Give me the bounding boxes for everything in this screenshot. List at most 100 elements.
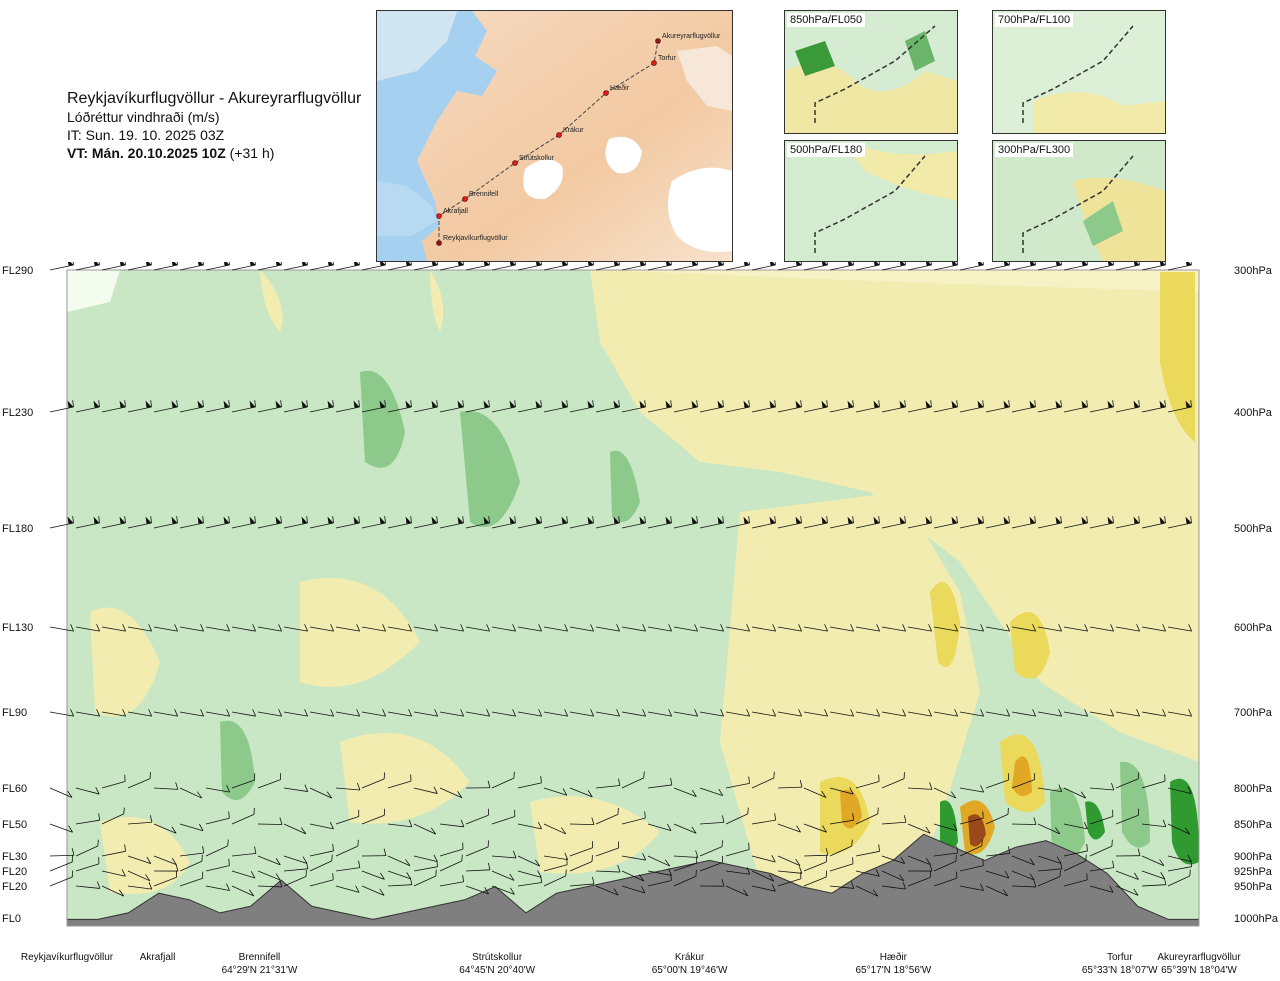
- wind-barb: [543, 858, 568, 872]
- x-waypoint-coord: 65°17'N 18°56'W: [855, 965, 931, 976]
- wind-barb: [231, 846, 257, 857]
- wind-barb: [1115, 848, 1141, 857]
- route-map: Reykjavíkurflugvöllur Akrafjall Brennifell…: [376, 10, 733, 262]
- y-left-tick-label: FL0: [2, 913, 21, 925]
- wind-barb: [257, 870, 281, 881]
- wind-barb: [725, 624, 751, 632]
- level-map-850-svg: [785, 11, 957, 133]
- wind-barb: [595, 807, 619, 825]
- wind-barb: [673, 850, 699, 858]
- wind-barb: [543, 852, 569, 861]
- y-right-tick-label: 400hPa: [1234, 407, 1273, 419]
- wind-barb: [309, 516, 334, 529]
- wind-barb: [517, 709, 543, 717]
- y-right-tick-label: 900hPa: [1234, 851, 1273, 863]
- wind-barb: [699, 516, 724, 529]
- y-left-tick-label: FL130: [2, 622, 33, 634]
- wind-barb: [803, 855, 827, 872]
- wind-barb: [803, 709, 829, 717]
- plot-frame: [66, 269, 1200, 927]
- wind-barb: [517, 855, 541, 867]
- wind-barb: [231, 885, 255, 897]
- wind-barb: [101, 774, 126, 789]
- wind-barb: [985, 624, 1011, 632]
- wind-barb: [1115, 808, 1139, 825]
- waypoint-marker: [436, 240, 442, 246]
- wind-barb: [101, 262, 126, 271]
- wind-barb: [647, 709, 673, 717]
- y-right-tick-label: 950hPa: [1234, 881, 1273, 893]
- wind-barb: [647, 823, 672, 832]
- wind-barb: [387, 877, 413, 887]
- wind-barb: [49, 848, 75, 857]
- wind-barb: [439, 516, 464, 529]
- wind-barb: [569, 516, 594, 529]
- wind-barb: [803, 624, 829, 632]
- wind-barb: [413, 823, 437, 835]
- wind-barb: [1115, 885, 1139, 896]
- wind-barb: [257, 773, 281, 789]
- wind-barb: [491, 870, 515, 881]
- wind-barb: [751, 813, 777, 825]
- wind-barb: [49, 787, 73, 798]
- wind-barb: [257, 709, 283, 717]
- y-right-tick-label: 1000hPa: [1234, 913, 1279, 925]
- wind-barb: [621, 853, 647, 861]
- wind-barb: [205, 709, 231, 717]
- level-map-700-svg: [993, 11, 1165, 133]
- wind-barb: [907, 863, 933, 872]
- wind-barb: [777, 823, 801, 833]
- wind-barb: [1011, 400, 1036, 413]
- route-title: Reykjavíkurflugvöllur - Akureyrarflugvöl…: [67, 90, 362, 107]
- wind-barb: [309, 873, 334, 887]
- wind-barb: [309, 709, 335, 717]
- wind-barb: [1089, 709, 1115, 717]
- wind-barb: [543, 400, 568, 413]
- wind-barb: [127, 815, 153, 825]
- wind-barb: [751, 624, 777, 632]
- wind-barb: [361, 885, 385, 896]
- wind-barb: [491, 400, 516, 413]
- wind-barb: [1063, 787, 1087, 799]
- wind-barb: [569, 624, 595, 632]
- wind-barb: [1167, 823, 1191, 835]
- wind-barb: [881, 262, 906, 271]
- wind-barb: [1167, 869, 1191, 887]
- wind-barb: [491, 885, 515, 895]
- wind-barb: [179, 787, 203, 799]
- wind-barb: [777, 516, 802, 529]
- wind-barb: [751, 516, 776, 529]
- wind-barb: [257, 516, 282, 529]
- wind-barb: [959, 624, 985, 632]
- wind-barb: [1063, 709, 1089, 717]
- wind-barb: [491, 771, 515, 789]
- wind-barb: [179, 823, 204, 832]
- wind-barb: [335, 516, 360, 529]
- wind-barb: [1089, 262, 1114, 271]
- wind-barb: [751, 771, 775, 789]
- wind-barb: [569, 400, 594, 413]
- wind-barb: [439, 709, 465, 717]
- wind-barb: [1141, 819, 1167, 828]
- wind-barb: [1037, 624, 1063, 632]
- wind-barb: [959, 400, 984, 413]
- wind-barb: [361, 262, 386, 271]
- wind-barb: [829, 624, 855, 632]
- level-map-300: 300hPa/FL300: [992, 140, 1166, 262]
- wind-barb: [335, 809, 360, 825]
- wind-barb: [829, 516, 854, 529]
- wind-barb: [933, 871, 958, 887]
- wind-barb: [1115, 516, 1140, 529]
- wind-barb: [361, 400, 386, 413]
- wind-barb: [1063, 821, 1088, 830]
- wind-barb: [257, 855, 281, 866]
- wind-barb: [49, 709, 75, 717]
- wind-barb: [127, 855, 152, 864]
- wind-barb: [777, 624, 803, 632]
- y-left-tick-label: FL30: [2, 851, 27, 863]
- wind-barb: [491, 624, 517, 632]
- wind-barb: [1011, 624, 1037, 632]
- wind-barb: [569, 709, 595, 717]
- waypoint-markers: Reykjavíkurflugvöllur Akrafjall Brennifell…: [436, 33, 721, 246]
- wind-barb: [1037, 861, 1063, 872]
